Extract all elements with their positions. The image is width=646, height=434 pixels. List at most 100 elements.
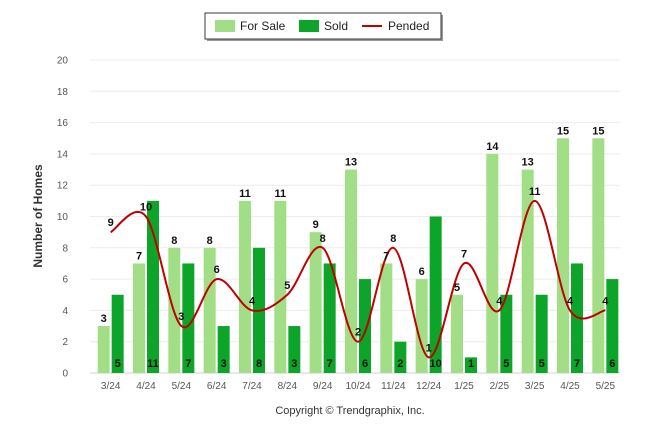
bar-sold <box>606 279 619 373</box>
data-label-for-sale: 14 <box>486 141 499 153</box>
bar-sold <box>217 326 230 373</box>
data-label-sold: 6 <box>609 358 615 370</box>
x-tick-label: 2/25 <box>490 381 510 392</box>
x-tick-label: 8/24 <box>278 381 298 392</box>
data-label-pended: 4 <box>496 295 503 307</box>
data-label-for-sale: 7 <box>136 250 142 262</box>
data-label-pended: 4 <box>249 295 256 307</box>
y-tick-label: 18 <box>57 87 69 98</box>
bar-sold <box>111 294 124 373</box>
bar-for-sale <box>557 138 569 373</box>
y-axis-title: Number of Homes <box>31 164 45 268</box>
bar-for-sale <box>345 169 357 373</box>
legend-swatch-sold <box>299 20 319 32</box>
y-tick-label: 6 <box>62 275 68 286</box>
x-tick-label: 7/24 <box>242 381 262 392</box>
data-label-pended: 9 <box>108 217 114 229</box>
data-label-pended: 1 <box>426 342 432 354</box>
y-tick-label: 8 <box>62 243 68 254</box>
x-tick-label: 10/24 <box>345 381 370 392</box>
data-label-for-sale: 7 <box>383 250 389 262</box>
bar-sold <box>571 263 583 373</box>
copyright-text: Copyright © Trendgraphix, Inc. <box>275 405 424 417</box>
legend-box <box>204 12 442 40</box>
pended-line <box>110 199 606 359</box>
data-label-pended: 5 <box>284 280 290 292</box>
bar-sold <box>182 263 195 373</box>
bar-for-sale <box>380 263 393 373</box>
bar-for-sale <box>451 294 463 373</box>
data-label-for-sale: 9 <box>313 219 319 231</box>
data-label-pended: 2 <box>355 327 361 339</box>
bar-sold <box>429 216 442 373</box>
data-label-sold: 7 <box>185 358 191 370</box>
legend-label-pended: Pended <box>388 19 429 33</box>
data-label-sold: 3 <box>291 358 297 370</box>
data-label-for-sale: 15 <box>557 125 569 137</box>
bar-for-sale <box>415 279 428 373</box>
x-tick-label: 1/25 <box>454 381 474 392</box>
bar-for-sale <box>239 200 251 373</box>
x-tick-label: 4/25 <box>560 381 580 392</box>
bar-for-sale <box>592 138 605 373</box>
data-label-for-sale: 13 <box>345 157 357 169</box>
bar-for-sale <box>309 232 322 373</box>
data-label-pended: 10 <box>140 202 152 214</box>
data-label-sold: 10 <box>430 358 442 370</box>
data-label-pended: 4 <box>602 295 609 307</box>
data-label-for-sale: 15 <box>592 125 604 137</box>
data-label-sold: 2 <box>397 358 403 370</box>
bar-for-sale <box>133 263 145 373</box>
x-tick-label: 5/25 <box>596 381 616 392</box>
bar-for-sale <box>203 247 216 373</box>
data-label-for-sale: 8 <box>171 235 177 247</box>
x-tick-label: 4/24 <box>136 381 156 392</box>
data-label-sold: 11 <box>147 358 159 370</box>
bar-sold <box>147 200 159 373</box>
data-label-sold: 1 <box>468 358 474 370</box>
bar-for-sale <box>274 200 287 373</box>
bar-for-sale <box>486 153 499 373</box>
data-label-pended: 11 <box>529 186 541 198</box>
bar-sold <box>288 326 301 373</box>
legend-label-sold: Sold <box>324 19 348 33</box>
data-label-sold: 5 <box>503 358 509 370</box>
data-label-pended: 6 <box>214 264 220 276</box>
y-tick-label: 2 <box>62 337 68 348</box>
y-tick-label: 12 <box>57 181 69 192</box>
y-tick-label: 10 <box>57 212 69 223</box>
bar-sold <box>500 294 513 373</box>
y-tick-label: 20 <box>57 56 69 67</box>
data-label-for-sale: 13 <box>522 157 534 169</box>
data-label-sold: 7 <box>327 358 333 370</box>
bar-sold <box>359 279 371 373</box>
x-tick-label: 6/24 <box>207 381 227 392</box>
data-label-sold: 3 <box>221 358 227 370</box>
bar-sold <box>535 294 548 373</box>
data-label-sold: 5 <box>539 358 545 370</box>
legend-swatch-for-sale <box>215 20 235 32</box>
bar-sold <box>394 341 407 373</box>
y-tick-label: 14 <box>57 149 69 160</box>
data-label-sold: 8 <box>256 358 262 370</box>
x-tick-label: 11/24 <box>381 381 406 392</box>
data-label-pended: 7 <box>461 248 467 260</box>
y-tick-label: 16 <box>57 118 69 129</box>
bar-for-sale <box>521 169 534 373</box>
data-label-for-sale: 3 <box>101 313 107 325</box>
data-label-pended: 8 <box>320 233 326 245</box>
bar-sold <box>465 357 477 373</box>
data-label-pended: 3 <box>178 311 184 323</box>
x-tick-label: 3/25 <box>525 381 545 392</box>
data-label-pended: 4 <box>567 295 574 307</box>
data-label-for-sale: 8 <box>207 235 213 247</box>
legend-label-for-sale: For Sale <box>240 19 286 33</box>
y-tick-label: 4 <box>62 306 68 317</box>
y-tick-label: 0 <box>62 369 68 380</box>
legend: For Sale Sold Pended <box>204 12 443 41</box>
data-label-sold: 7 <box>574 358 580 370</box>
data-label-sold: 6 <box>362 358 368 370</box>
bar-series <box>97 138 619 373</box>
x-tick-label: 3/24 <box>101 381 121 392</box>
